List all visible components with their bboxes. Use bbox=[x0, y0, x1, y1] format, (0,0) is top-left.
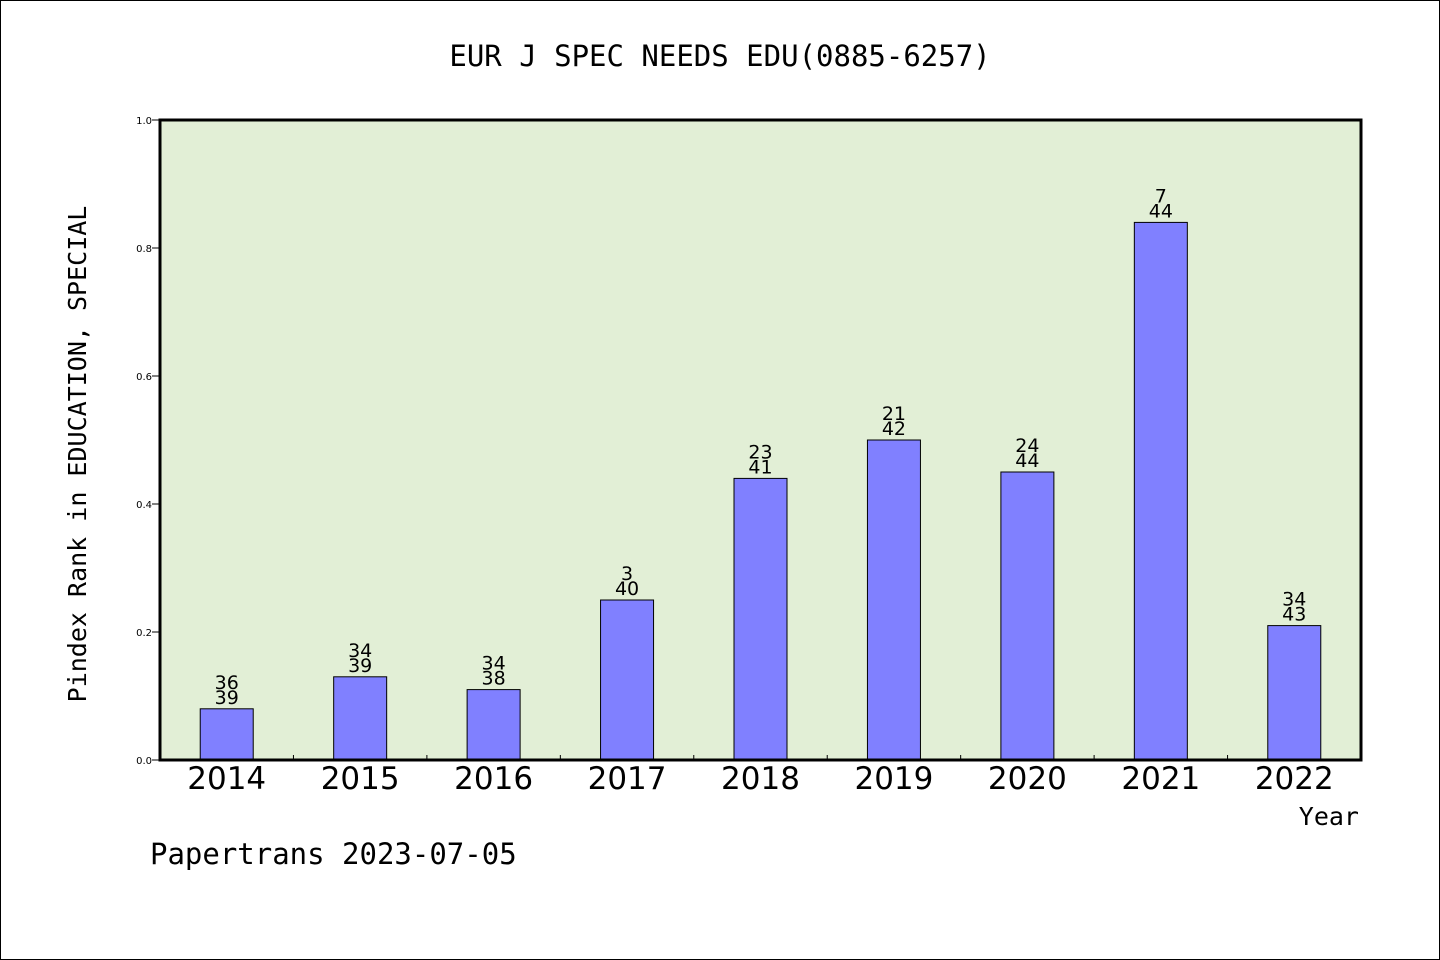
footer-credit: Papertrans 2023-07-05 bbox=[150, 837, 517, 871]
bar-2019 bbox=[866, 439, 921, 761]
bar-label-bottom: 39 bbox=[348, 655, 372, 677]
x-axis-label: Year bbox=[1299, 802, 1359, 831]
x-tick-label: 2021 bbox=[1121, 761, 1200, 797]
chart-title: EUR J SPEC NEEDS EDU(0885-6257) bbox=[449, 39, 990, 73]
bar-label-bottom: 42 bbox=[882, 418, 906, 440]
y-tick-label: 0.8 bbox=[136, 244, 152, 255]
bar-label-top: 7 bbox=[1155, 185, 1167, 207]
x-tick-label: 2017 bbox=[588, 761, 667, 797]
y-axis-ticks: 0.0 0.2 0.4 0.6 0.8 1.0 bbox=[136, 116, 160, 767]
y-tick-label: 0.6 bbox=[136, 372, 152, 383]
bar-label-bottom: 40 bbox=[615, 578, 639, 600]
bar-2020 bbox=[1000, 471, 1055, 761]
x-tick-label: 2016 bbox=[454, 761, 533, 797]
bars bbox=[199, 221, 1322, 761]
y-tick-label: 1.0 bbox=[136, 116, 152, 127]
bar-label-top: 3 bbox=[621, 563, 633, 585]
bar-label-top: 36 bbox=[215, 672, 239, 694]
plot-border bbox=[158, 118, 1363, 762]
bar-2021 bbox=[1133, 221, 1188, 761]
bar-label-top: 21 bbox=[882, 403, 906, 425]
bar-label-bottom: 44 bbox=[1149, 200, 1173, 222]
y-tick-label: 0.0 bbox=[136, 756, 152, 767]
y-axis-label: Pindex Rank in EDUCATION, SPECIAL bbox=[63, 206, 92, 703]
bar-2015 bbox=[333, 676, 388, 761]
x-tick-label: 2020 bbox=[988, 761, 1067, 797]
x-tick-label: 2019 bbox=[854, 761, 933, 797]
x-tick-label: 2015 bbox=[321, 761, 400, 797]
bar-2018 bbox=[733, 477, 788, 761]
y-tick-label: 0.2 bbox=[136, 628, 152, 639]
bar-label-top: 24 bbox=[1015, 435, 1039, 457]
bar-label-top: 34 bbox=[1282, 589, 1306, 611]
bar-label-bottom: 41 bbox=[748, 456, 772, 478]
bar-label-top: 23 bbox=[748, 441, 772, 463]
x-tick-label: 2018 bbox=[721, 761, 800, 797]
bar-label-top: 34 bbox=[348, 640, 372, 662]
x-tick-labels: 2014 2015 2016 2017 2018 2019 2020 2021 2022 bbox=[187, 761, 1333, 797]
y-tick-label: 0.4 bbox=[136, 500, 152, 511]
bar-2022 bbox=[1267, 625, 1322, 761]
x-tick-label: 2014 bbox=[187, 761, 266, 797]
bar-2016 bbox=[466, 689, 521, 761]
bar-2017 bbox=[600, 599, 655, 761]
bar-label-bottom: 38 bbox=[482, 668, 506, 690]
bar-label-bottom: 39 bbox=[215, 687, 239, 709]
x-tick-label: 2022 bbox=[1255, 761, 1334, 797]
bar-label-bottom: 43 bbox=[1282, 604, 1306, 626]
bar-2014 bbox=[199, 708, 254, 761]
bar-label-bottom: 44 bbox=[1015, 450, 1039, 472]
bar-label-top: 34 bbox=[482, 653, 506, 675]
